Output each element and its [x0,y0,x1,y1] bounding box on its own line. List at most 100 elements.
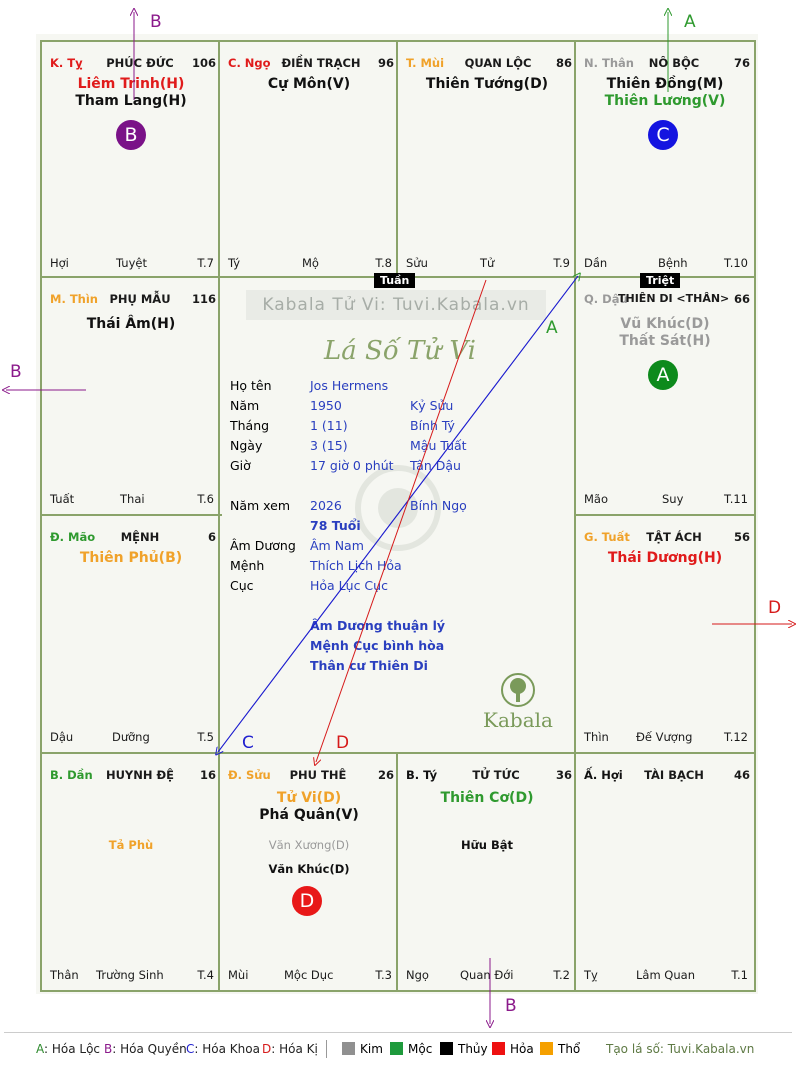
grid-line [396,40,398,278]
legend-hoa-ki: D: Hóa Kị [262,1042,318,1056]
palace-foot-mid: Quan Đới [460,968,514,982]
palace-name: QUAN LỘC [464,56,532,70]
palace-foot-mid: Thai [120,492,145,506]
legend-separator [326,1040,327,1058]
color-swatch [440,1042,453,1055]
legend-key: A [36,1042,44,1056]
palace-foot-left: Tỵ [584,968,598,982]
main-star: Thái Âm(H) [86,316,176,332]
main-star: Tham Lang(H) [75,93,187,109]
grid-line [754,40,756,992]
grid-line [396,752,398,992]
palace-foot-mid: Lâm Quan [636,968,695,982]
legend-element-label: Thổ [558,1042,581,1056]
palace-foot-left: Mão [584,492,609,506]
arrow-letter: D [336,733,350,753]
main-star: Liêm Trinh(H) [77,76,185,92]
legend-element-tho: Thổ [540,1042,580,1056]
legend-hoa-loc: A: Hóa Lộc [36,1042,100,1056]
palace-menh[interactable]: Đ. Mão MỆNH 6 Thiên Phủ(B) Dậu Dưỡng T.5 [42,516,220,752]
main-star: Thiên Đồng(M) [606,76,724,92]
grid-line [574,514,756,516]
main-star: Thất Sát(H) [619,333,711,349]
info-value-canchi: Bính Tý [410,418,455,433]
palace-foot-left: Thân [50,968,79,982]
palace-no-boc[interactable]: N. Thân NÔ BỘC 76 Thiên Đồng(M) Thiên Lư… [576,42,754,278]
palace-foot-left: Tuất [50,492,75,506]
hoa-loc-badge: A [648,360,678,390]
palace-tu-tuc[interactable]: B. Tý TỬ TỨC 36 Thiên Cơ(D) Hữu Bật Ngọ … [398,754,576,990]
legend-divider [4,1032,792,1033]
hoa-quyen-badge: B [116,120,146,150]
palace-foot-mid: Đế Vượng [636,730,693,744]
palace-foot-right: T.7 [197,256,214,270]
arrow-letter: C [242,733,254,753]
palace-thien-di[interactable]: Q. Dậu THIÊN DI <THÂN> 66 Vũ Khúc(D) Thấ… [576,278,754,514]
legend-element-label: Hỏa [510,1042,534,1056]
palace-foot-right: T.6 [197,492,214,506]
palace-foot-left: Tý [228,256,241,270]
main-star: Thiên Phủ(B) [79,550,183,566]
legend-element-label: Kim [360,1042,383,1056]
palace-foot-left: Thìn [584,730,609,744]
minor-star: Văn Xương(D) [268,838,350,852]
arrow-letter: D [768,598,782,618]
palace-name: ĐIỀN TRẠCH [281,56,361,70]
legend-key: D [262,1042,272,1056]
color-swatch [540,1042,553,1055]
grid-line [40,40,42,992]
palace-phu-mau[interactable]: M. Thìn PHỤ MẪU 116 Thái Âm(H) Tuất Thai… [42,278,220,514]
minor-star: Tả Phù [108,838,154,852]
info-label: Ngày [230,438,263,453]
arrow-letter: B [505,996,517,1016]
palace-phuc-duc[interactable]: K. Tỵ PHÚC ĐỨC 106 Liêm Trinh(H) Tham La… [42,42,220,278]
minor-star: Hữu Bật [460,838,514,852]
palace-tat-ach[interactable]: G. Tuất TẬT ÁCH 56 Thái Dương(H) Thìn Đế… [576,516,754,752]
palace-number: 86 [555,56,572,70]
palace-foot-right: T.9 [553,256,570,270]
info-value-canchi: Bính Ngọ [410,498,467,513]
palace-phu-the[interactable]: Đ. Sửu PHU THÊ 26 Tử Vi(D) Phá Quân(V) V… [220,754,398,990]
legend-hoa-khoa: C: Hóa Khoa [186,1042,260,1056]
grid-line [40,990,756,992]
main-star: Thiên Lương(V) [604,93,726,109]
palace-chi: Q. Dậu [584,292,628,306]
palace-number: 46 [733,768,750,782]
site-link[interactable]: Tạo lá số: Tuvi.Kabala.vn [606,1042,755,1056]
color-swatch [342,1042,355,1055]
palace-dien-trach[interactable]: C. Ngọ ĐIỀN TRẠCH 96 Cự Môn(V) Tý Mộ T.8 [220,42,398,278]
main-star: Thái Dương(H) [607,550,723,566]
palace-foot-right: T.12 [724,730,748,744]
info-label: Âm Dương [230,538,296,553]
main-star: Phá Quân(V) [259,807,359,823]
legend-element-moc: Mộc [390,1042,432,1056]
minor-star: Văn Khúc(D) [268,862,350,876]
palace-name: TÀI BẠCH [644,768,704,782]
palace-tai-bach[interactable]: Ấ. Hợi TÀI BẠCH 46 Tỵ Lâm Quan T.1 [576,754,754,990]
chart-note: Mệnh Cục bình hòa [310,638,445,653]
palace-huynh-de[interactable]: B. Dần HUYNH ĐỆ 16 Tả Phù Thân Trường Si… [42,754,220,990]
palace-foot-mid: Mộ [302,256,319,270]
main-star: Thiên Cơ(D) [440,790,534,806]
palace-chi: Ấ. Hợi [584,768,623,782]
palace-number: 16 [199,768,216,782]
palace-foot-mid: Suy [662,492,684,506]
grid-line [40,514,222,516]
palace-chi: Đ. Sửu [228,768,271,782]
arrow-letter: B [150,12,162,32]
info-value-canchi: Tân Dậu [410,458,461,473]
legend-text: : Hóa Kị [271,1042,318,1056]
palace-chi: C. Ngọ [228,56,271,70]
palace-quan-loc[interactable]: T. Mùi QUAN LỘC 86 Thiên Tướng(D) Sửu Tử… [398,42,576,278]
legend-element-kim: Kim [342,1042,383,1056]
palace-foot-left: Sửu [406,256,428,270]
palace-foot-mid: Tuyệt [116,256,147,270]
info-label: Năm xem [230,498,291,513]
palace-chi: K. Tỵ [50,56,83,70]
legend-key: B [104,1042,113,1056]
legend-element-hoa: Hỏa [492,1042,534,1056]
palace-number: 106 [191,56,216,70]
palace-number: 116 [191,292,216,306]
palace-chi: B. Dần [50,768,93,782]
